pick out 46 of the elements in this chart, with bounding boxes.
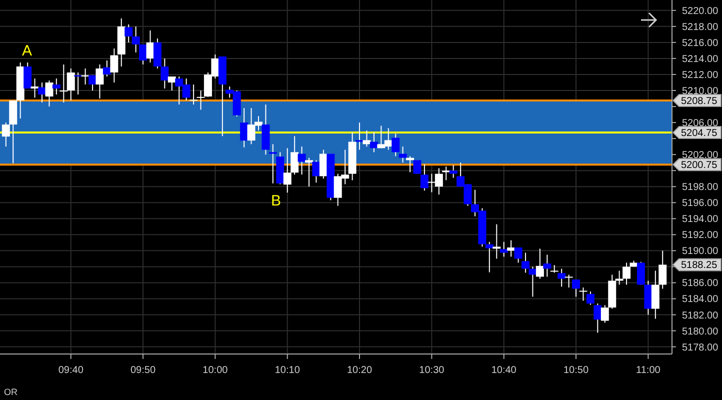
candlestick <box>362 130 371 148</box>
y-tick-label: 5214.00 <box>682 54 719 65</box>
candlestick <box>30 78 39 98</box>
y-tick-label: 5192.00 <box>682 230 719 242</box>
x-tick-label: 10:50 <box>563 365 589 376</box>
annotation: B <box>270 192 282 210</box>
annotation: A <box>22 42 32 60</box>
candlestick <box>146 30 154 63</box>
candlestick <box>492 224 501 260</box>
x-tick-label: 10:20 <box>346 365 372 376</box>
candlestick <box>96 64 104 100</box>
x-tick-label: 11:00 <box>636 365 661 376</box>
x-tick-label: 09:50 <box>130 365 156 376</box>
x-tick-label: 10:00 <box>202 365 228 376</box>
y-tick-label: 5178.00 <box>682 342 719 354</box>
y-tick-label: 5218.00 <box>682 22 719 33</box>
text: 5188.25 <box>681 260 718 272</box>
y-tick-label: 5198.00 <box>682 182 719 194</box>
x-tick-label: 10:10 <box>274 365 300 376</box>
candlestick <box>268 144 277 184</box>
ref-line-label: 5208.75 <box>681 96 718 108</box>
ref-line-label: 5204.75 <box>681 128 718 140</box>
candlestick <box>572 279 580 298</box>
candlestick <box>305 157 314 188</box>
y-tick-label: 5220.00 <box>682 6 719 17</box>
text: OR <box>4 387 18 398</box>
candlestick <box>45 80 54 108</box>
y-tick-label: 5212.00 <box>682 70 719 81</box>
y-tick-label: 5206.00 <box>682 118 719 130</box>
candlestick <box>564 274 573 288</box>
y-tick-label: 5190.00 <box>682 246 719 258</box>
y-tick-label: 5216.00 <box>682 38 719 49</box>
candlestick <box>168 76 176 91</box>
ref-line-label: 5200.75 <box>681 160 718 172</box>
x-tick-label: 10:30 <box>419 365 445 376</box>
y-tick-label: 5184.00 <box>682 294 719 306</box>
candlestick <box>579 287 588 302</box>
y-tick-label: 5186.00 <box>682 278 719 290</box>
y-tick-label: 5210.00 <box>682 86 719 97</box>
y-tick-label: 5194.00 <box>682 214 719 226</box>
x-tick-label: 09:40 <box>58 365 84 376</box>
candlestick <box>536 248 544 280</box>
y-tick-label: 5182.00 <box>682 310 719 322</box>
y-tick-label: 5180.00 <box>682 326 719 338</box>
y-tick-label: 5196.00 <box>682 198 719 210</box>
x-tick-label: 10:40 <box>491 365 517 376</box>
